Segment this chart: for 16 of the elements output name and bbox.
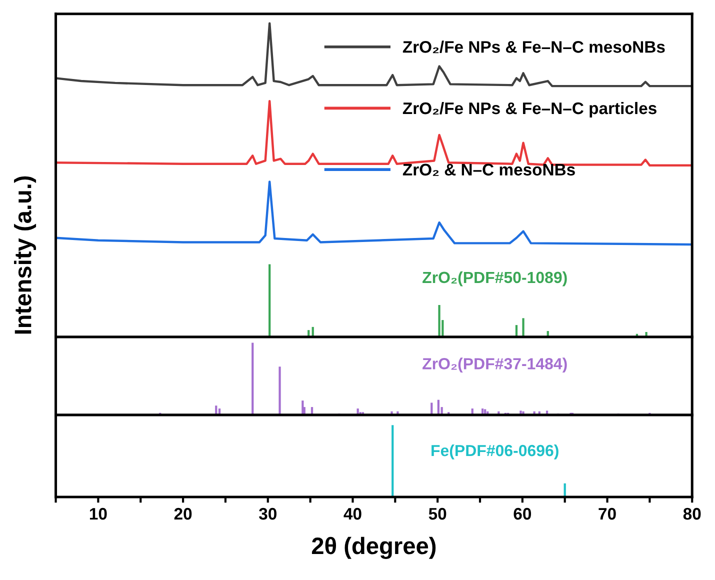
legend-label: ZrO₂ & N–C mesoNBs — [402, 164, 575, 176]
legend-label: ZrO₂/Fe NPs & Fe–N–C mesoNBs — [402, 40, 665, 54]
x-tick-label: 50 — [428, 508, 446, 520]
x-tick-label: 70 — [598, 508, 616, 520]
series-label: ZrO₂(PDF#37-1484) — [422, 358, 567, 373]
x-tick-label: 10 — [90, 508, 107, 520]
x-tick-label: 60 — [514, 508, 532, 520]
series-label: Fe(PDF#06-0696) — [432, 444, 558, 460]
x-tick-label: 40 — [344, 508, 362, 520]
series-label: ZrO₂(PDF#50-1089) — [422, 271, 567, 286]
x-axis-title: 2θ (degree) — [312, 536, 436, 560]
x-tick-label: 30 — [259, 508, 276, 520]
y-axis-title: Intensity (a.u.) — [14, 176, 36, 334]
x-tick-label: 80 — [683, 508, 701, 520]
legend-label: ZrO₂/Fe NPs & Fe–N–C particles — [402, 102, 656, 118]
x-tick-label: 20 — [174, 508, 192, 520]
